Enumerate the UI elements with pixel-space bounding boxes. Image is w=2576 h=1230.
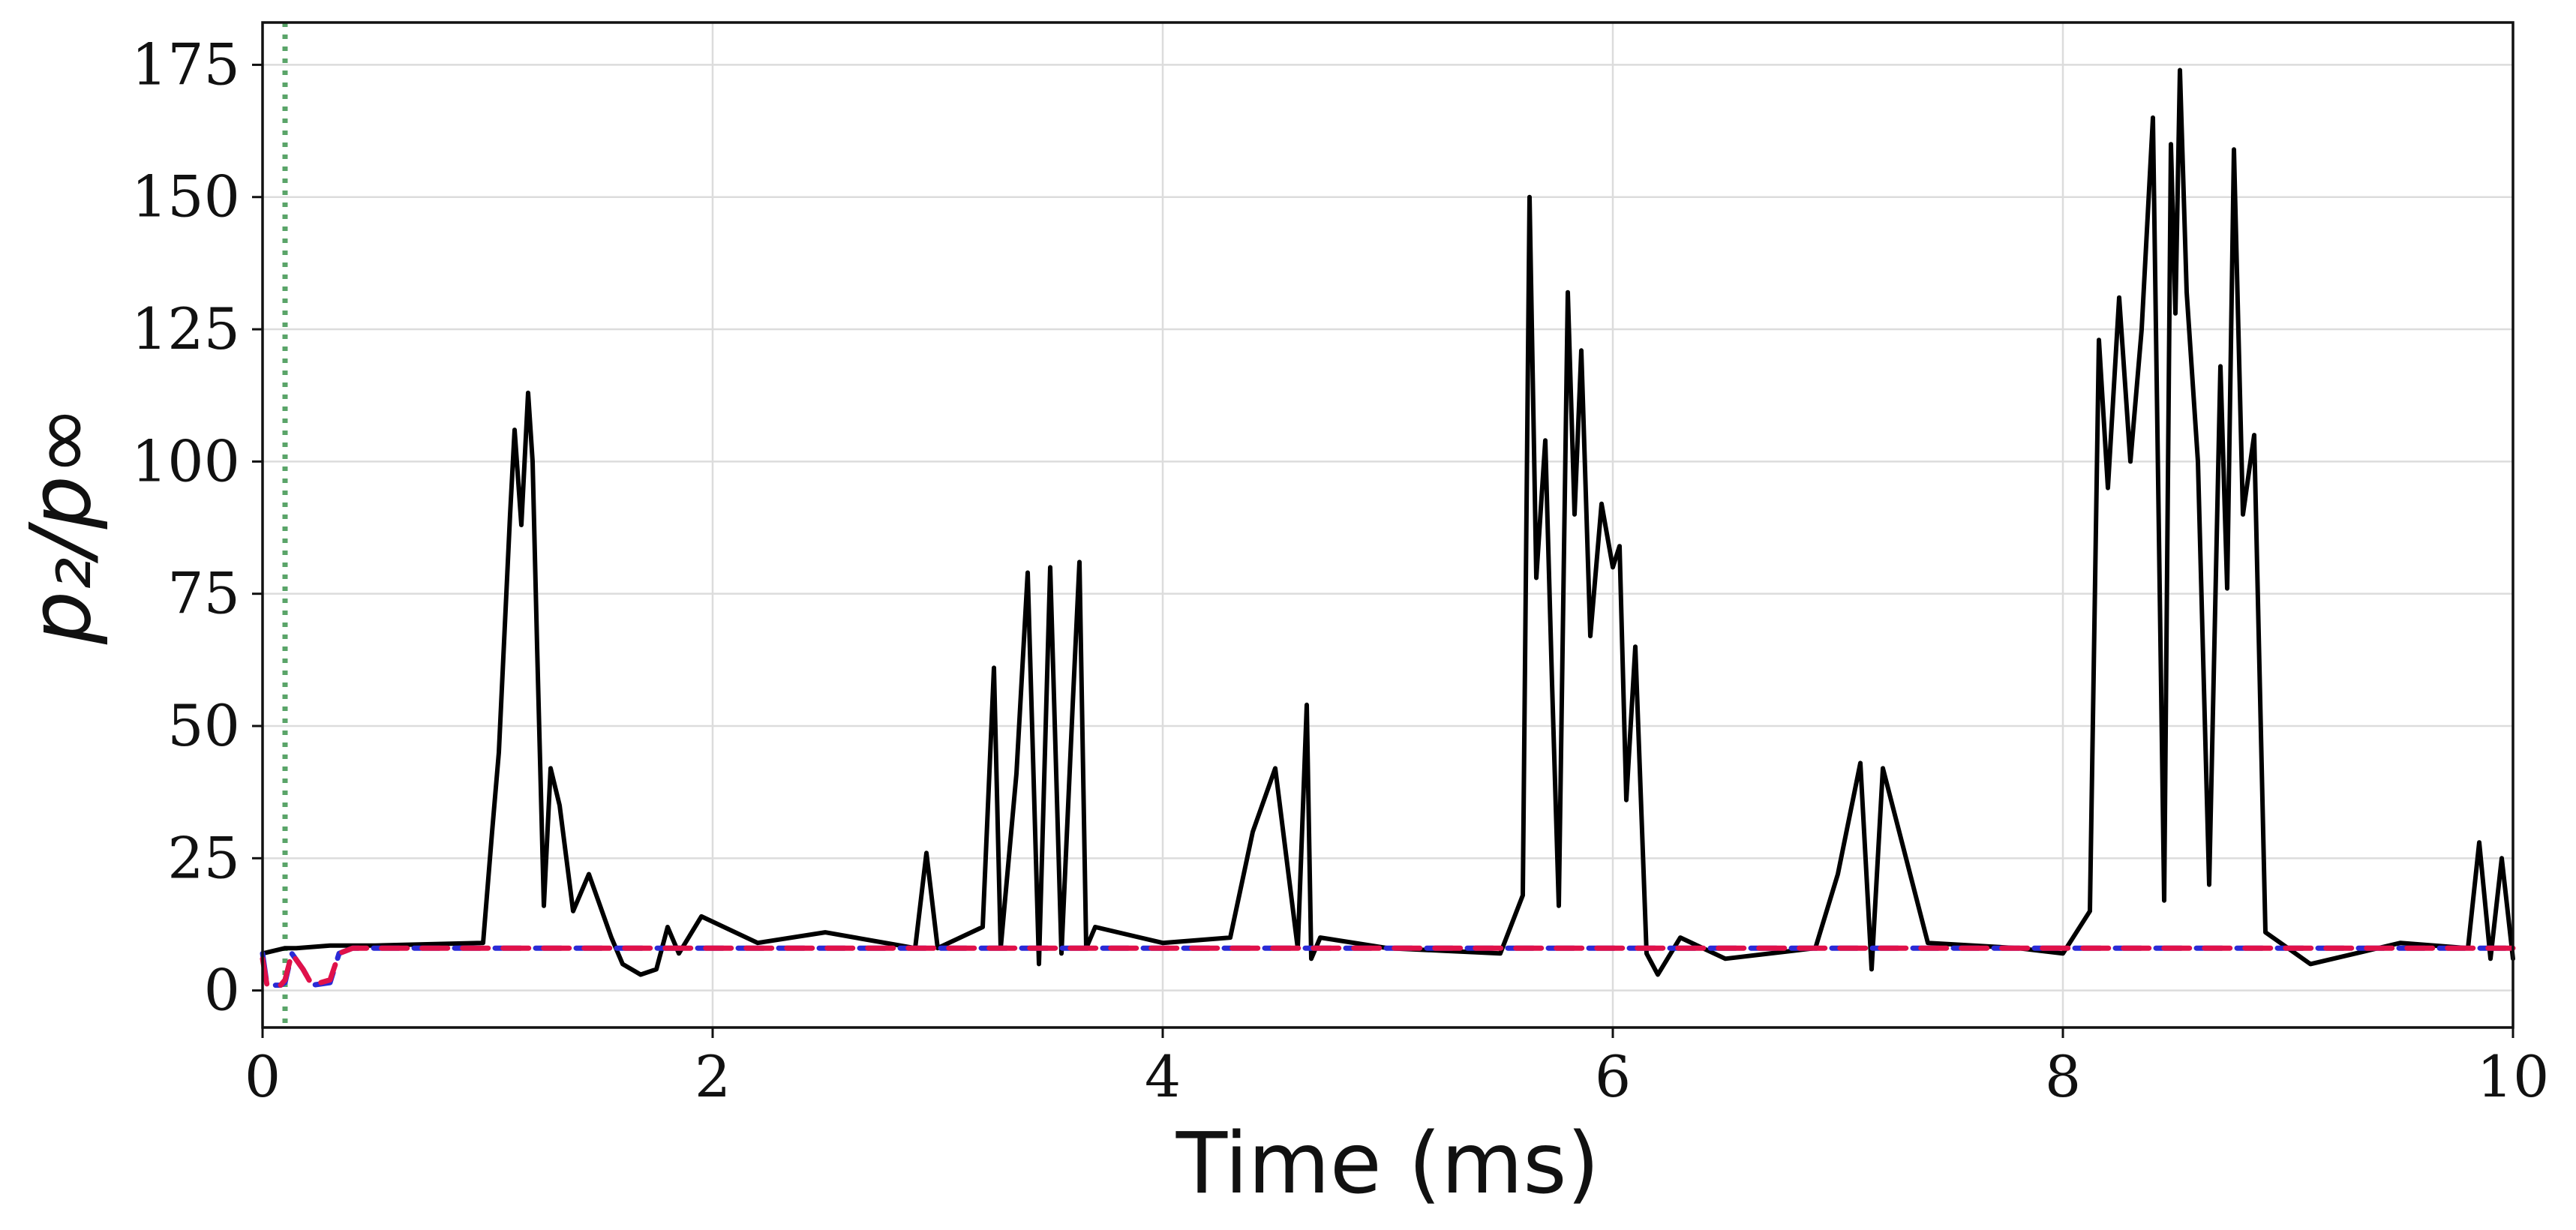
y-axis-title: p₂/p∞	[13, 406, 110, 645]
grid-lines	[261, 22, 2514, 1028]
y-axis-ticks: 0 25 50 75 100 125 150 175	[131, 31, 263, 1024]
y-tick-label: 75	[167, 560, 240, 627]
x-axis-ticks: 0 2 4 6 8 10	[245, 1028, 2550, 1110]
x-tick-label: 10	[2477, 1043, 2550, 1110]
y-tick-label: 0	[204, 957, 240, 1024]
x-axis-title: Time (ms)	[1175, 1115, 1600, 1213]
data-series-lines	[260, 68, 2516, 988]
y-tick-label: 175	[131, 31, 240, 98]
x-tick-label: 2	[695, 1043, 731, 1110]
series-line-blue-dashed	[260, 945, 2516, 988]
y-tick-label: 125	[131, 296, 240, 362]
y-tick-label: 50	[167, 692, 240, 759]
plot-frame	[261, 21, 2514, 1029]
x-tick-label: 0	[245, 1043, 281, 1110]
series-line-black	[260, 68, 2515, 977]
series-line-red-dashed	[260, 945, 2516, 988]
y-tick-label: 25	[167, 824, 240, 891]
x-tick-label: 4	[1145, 1043, 1181, 1110]
x-tick-label: 8	[2045, 1043, 2081, 1110]
y-tick-label: 150	[131, 164, 240, 230]
x-tick-label: 6	[1595, 1043, 1631, 1110]
y-tick-label: 100	[131, 428, 240, 494]
